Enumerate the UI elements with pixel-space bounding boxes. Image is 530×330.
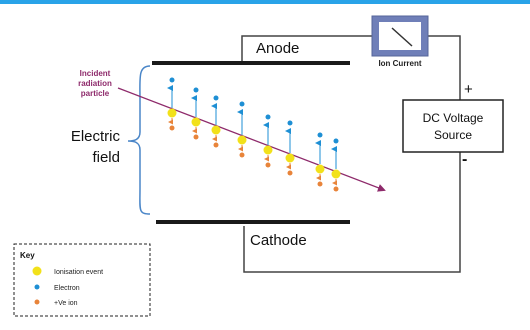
ion-3 bbox=[213, 142, 219, 148]
anode-label: Anode bbox=[256, 40, 299, 57]
electron-7 bbox=[317, 132, 323, 138]
circuit-wire-top bbox=[241, 35, 372, 62]
electric-field-label-line1: Electric bbox=[71, 128, 121, 145]
electron-6 bbox=[287, 120, 293, 126]
event-marker-2 bbox=[191, 117, 201, 127]
incident-label-line1: Incident bbox=[80, 69, 111, 78]
key-legend: Key Ionisation event Electron +Ve ion bbox=[13, 243, 151, 317]
event-marker-3 bbox=[211, 125, 221, 135]
cathode-label: Cathode bbox=[250, 232, 307, 249]
top-accent-bar bbox=[0, 0, 530, 4]
key-item-ionisation-event: Ionisation event bbox=[32, 266, 103, 276]
electron-2 bbox=[193, 87, 199, 93]
key-swatch-ve-ion bbox=[34, 299, 40, 305]
dc-voltage-label-line2: Source bbox=[434, 128, 472, 142]
ion-current-label: Ion Current bbox=[378, 59, 421, 68]
electron-3 bbox=[213, 95, 219, 101]
key-label-electron: Electron bbox=[54, 285, 80, 292]
ion-current-meter bbox=[371, 15, 429, 57]
ionisation-event-7 bbox=[315, 132, 325, 187]
ion-4 bbox=[239, 152, 245, 158]
radiation-particle-track bbox=[117, 87, 386, 192]
ion-1 bbox=[169, 125, 175, 131]
ionisation-event-6 bbox=[285, 120, 295, 176]
key-label-ve-ion: +Ve ion bbox=[54, 300, 78, 307]
key-swatch-ionisation-event bbox=[32, 266, 42, 276]
key-title: Key bbox=[20, 251, 35, 260]
event-marker-8 bbox=[331, 169, 341, 179]
incident-label-line2: radiation bbox=[78, 79, 112, 88]
negative-terminal-label: - bbox=[462, 151, 467, 168]
event-marker-1 bbox=[167, 108, 177, 118]
ion-5 bbox=[265, 162, 271, 168]
key-swatch-electron bbox=[34, 284, 40, 290]
ion-8 bbox=[333, 186, 339, 192]
anode-plate bbox=[152, 61, 350, 65]
circuit-wire-bottom-right bbox=[243, 152, 461, 273]
dc-voltage-source-box bbox=[402, 99, 504, 153]
electric-field-brace bbox=[127, 65, 151, 215]
event-marker-7 bbox=[315, 164, 325, 174]
ionisation-event-3 bbox=[211, 95, 221, 148]
ion-6 bbox=[287, 170, 293, 176]
ionisation-event-5 bbox=[263, 114, 273, 168]
ion-2 bbox=[193, 134, 199, 140]
dc-voltage-label-line1: DC Voltage bbox=[423, 111, 484, 125]
electron-5 bbox=[265, 114, 271, 120]
ionisation-event-2 bbox=[191, 87, 201, 140]
circuit-wire-top-right bbox=[428, 35, 461, 100]
electron-4 bbox=[239, 101, 245, 107]
event-marker-5 bbox=[263, 145, 273, 155]
incident-label-line3: particle bbox=[81, 89, 110, 98]
ion-7 bbox=[317, 181, 323, 187]
key-label-ionisation-event: Ionisation event bbox=[54, 269, 103, 276]
key-item-ve-ion: +Ve ion bbox=[34, 299, 78, 307]
ionisation-events bbox=[167, 77, 341, 192]
cathode-plate bbox=[156, 220, 350, 224]
ionisation-event-1 bbox=[167, 77, 177, 131]
electron-8 bbox=[333, 138, 339, 144]
ionisation-event-4 bbox=[237, 101, 247, 158]
electron-1 bbox=[169, 77, 175, 83]
event-marker-6 bbox=[285, 153, 295, 163]
positive-terminal-label: + bbox=[464, 81, 473, 98]
key-item-electron: Electron bbox=[34, 284, 80, 292]
ionisation-event-8 bbox=[331, 138, 341, 192]
event-marker-4 bbox=[237, 135, 247, 145]
electric-field-label-line2: field bbox=[92, 149, 120, 166]
meter-needle bbox=[391, 27, 413, 47]
